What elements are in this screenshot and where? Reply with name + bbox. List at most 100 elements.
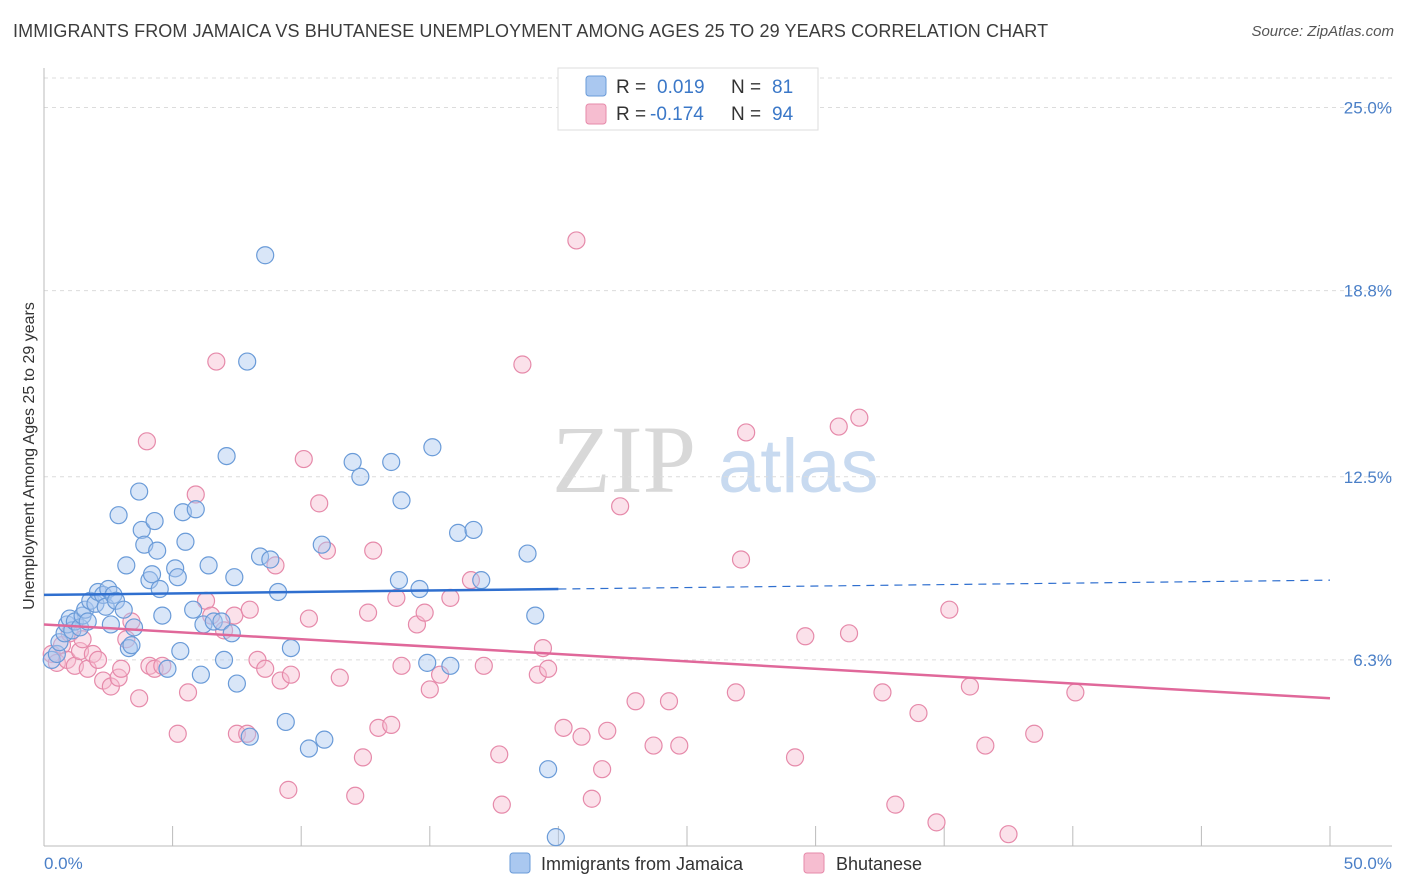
y-tick-labels: 6.3% 12.5% 18.8% 25.0% [1344,99,1392,670]
point-jamaica [212,612,231,631]
point-jamaica [214,650,234,670]
point-bhutanese [415,603,434,622]
point-jamaica [217,446,236,466]
bottom-legend-swatch-jamaica [509,852,531,874]
point-jamaica [526,606,545,625]
point-jamaica [42,650,61,670]
watermark-zip: ZIP [552,406,696,513]
point-jamaica [191,665,210,684]
point-bhutanese [130,689,149,708]
point-bhutanese [940,600,959,619]
point-bhutanese [626,692,645,711]
point-bhutanese [909,703,928,723]
point-jamaica [343,452,362,472]
point-bhutanese [528,665,547,684]
y-tick-label: 6.3% [1353,651,1392,670]
point-bhutanese [839,624,859,643]
point-bhutanese [364,541,383,560]
point-jamaica [145,511,164,531]
point-bhutanese [1025,724,1044,743]
bottom-legend-label-bhutanese: Bhutanese [836,854,922,874]
point-bhutanese [88,650,108,670]
point-bhutanese [611,497,630,516]
point-jamaica [109,506,128,525]
trend-line-jamaica [43,587,559,597]
point-bhutanese [796,627,815,646]
point-bhutanese [850,408,869,427]
series-bhutanese-points [42,231,1085,844]
point-bhutanese [873,683,892,702]
point-bhutanese [317,541,337,560]
point-jamaica [142,565,162,584]
point-bhutanese [492,795,511,814]
point-jamaica [423,438,442,457]
point-bhutanese [256,659,275,678]
point-bhutanese [358,603,378,622]
point-bhutanese [137,432,156,451]
point-jamaica [171,641,190,661]
point-jamaica [130,482,149,501]
x-tick-label-max: 50.0% [1344,854,1392,873]
point-bhutanese [279,780,298,799]
point-bhutanese [168,724,187,743]
point-jamaica [518,544,537,563]
point-jamaica [448,523,468,542]
point-jamaica [392,491,411,510]
point-bhutanese [598,721,617,740]
point-jamaica [225,568,244,587]
point-jamaica [261,550,280,569]
point-jamaica [240,727,259,746]
point-bhutanese [281,665,301,684]
point-jamaica [76,600,95,619]
point-jamaica [153,606,172,625]
point-jamaica [312,535,331,554]
point-bhutanese [238,724,257,743]
point-jamaica [132,520,151,540]
point-jamaica [150,579,169,599]
chart-source: Source: ZipAtlas.com [1251,23,1394,40]
legend-r-label-jamaica: R = [616,77,646,98]
point-jamaica [176,532,195,551]
point-bhutanese [726,683,745,702]
point-jamaica [382,452,401,472]
point-jamaica [464,520,483,540]
point-bhutanese [886,795,905,814]
point-bhutanese [554,718,573,737]
legend-swatch-jamaica [585,75,607,97]
point-bhutanese [382,715,401,734]
point-bhutanese [294,449,313,469]
point-jamaica [315,730,334,749]
point-jamaica [124,618,144,637]
point-bhutanese [737,423,756,442]
x-ticks [43,826,1331,846]
point-bhutanese [299,609,319,628]
axes [43,68,1392,847]
point-bhutanese [976,736,995,755]
point-jamaica [204,612,223,631]
point-bhutanese [785,748,805,767]
legend-top: R = 0.019 N = 81 R = -0.174 N = 94 [557,67,819,131]
point-jamaica [281,638,301,658]
point-bhutanese [387,588,406,607]
point-jamaica [227,674,246,693]
point-bhutanese [330,668,349,687]
point-bhutanese [392,656,411,675]
point-jamaica [114,600,133,619]
point-bhutanese [513,355,532,374]
y-tick-label: 25.0% [1344,99,1392,118]
point-jamaica [117,556,136,575]
point-bhutanese [140,656,159,675]
point-bhutanese [593,760,612,779]
legend-swatch-bhutanese [585,103,607,125]
point-bhutanese [999,825,1018,844]
point-bhutanese [207,352,226,371]
point-bhutanese [178,683,198,702]
point-bhutanese [186,485,205,504]
point-jamaica [441,656,460,675]
point-jamaica [351,467,370,486]
point-jamaica [472,571,491,590]
point-bhutanese [644,736,663,755]
legend-r-value-bhutanese: -0.174 [650,104,704,125]
legend-r-value-jamaica: 0.019 [657,77,705,98]
